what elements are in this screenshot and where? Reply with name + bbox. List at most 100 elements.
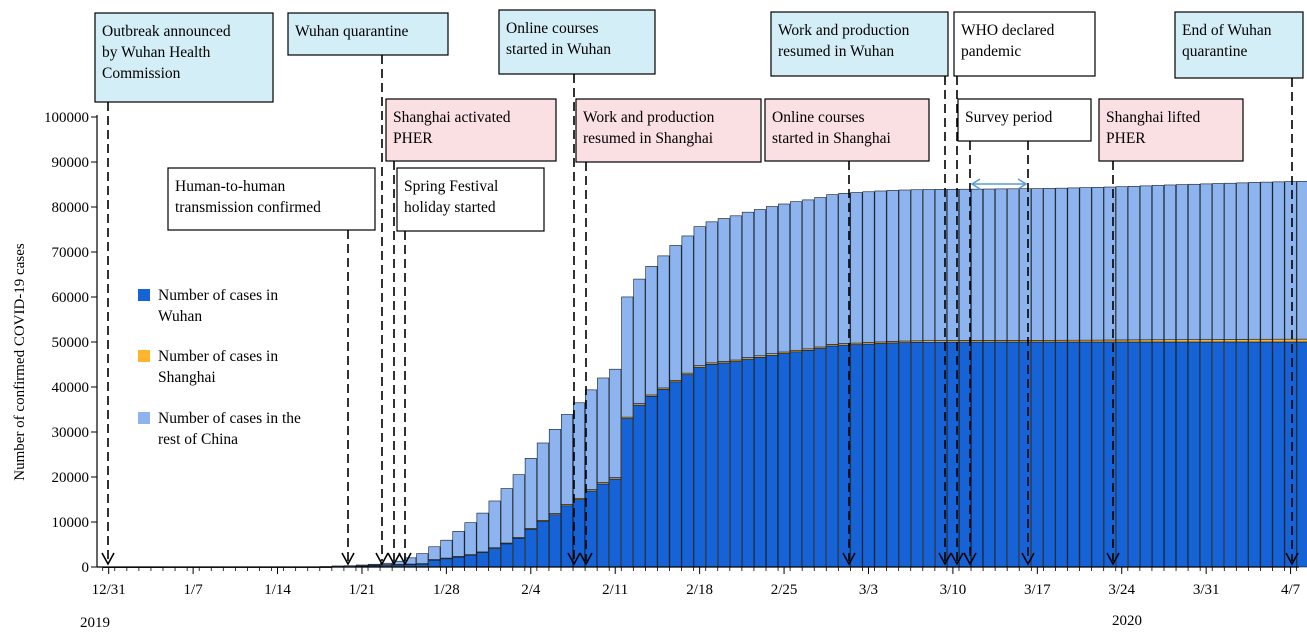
annotation-9: WHO declared pandemic: [950, 11, 1096, 566]
bar-shanghai: [1212, 339, 1225, 343]
bar-wuhan: [778, 353, 791, 568]
x-tick-label: 2/18: [686, 582, 713, 598]
bar-wuhan: [886, 342, 899, 568]
bar-shanghai: [1176, 339, 1189, 343]
annotation-7: Online courses started in Shanghai: [764, 98, 930, 566]
y-tick-label: 0: [82, 560, 90, 576]
bar-wuhan: [524, 529, 537, 568]
bar-wuhan: [1055, 341, 1068, 568]
bar-wuhan: [958, 341, 971, 568]
bar-rest: [1260, 181, 1273, 340]
bar-shanghai: [1248, 338, 1261, 343]
bar-wuhan: [898, 342, 911, 568]
bar-wuhan: [1212, 341, 1225, 568]
bar-wuhan: [476, 552, 489, 568]
bar-rest: [705, 221, 718, 364]
bar-wuhan: [440, 558, 453, 568]
bar-rest: [850, 192, 863, 344]
bar-rest: [464, 522, 477, 555]
x-tick-label: 4/7: [1281, 582, 1301, 598]
year-label-2020: 2020: [1112, 613, 1142, 629]
annotation-arrow-head: [398, 552, 412, 566]
legend-swatch: [138, 350, 150, 362]
bar-rest: [765, 206, 778, 354]
y-tick-label: 40000: [52, 380, 90, 396]
bar-rest: [1091, 187, 1104, 341]
bar-rest: [983, 188, 996, 341]
year-label-2019: 2019: [80, 615, 110, 631]
bar-rest: [524, 458, 537, 529]
bar-rest: [886, 190, 899, 342]
bar-wuhan: [1224, 341, 1237, 568]
legend-label: Number of cases in: [158, 287, 278, 304]
annotation-label: Human-to-human: [175, 178, 285, 195]
y-tick-label: 100000: [44, 110, 89, 126]
bar-wuhan: [1067, 341, 1080, 568]
bar-rest: [934, 189, 947, 341]
annotation-box: [770, 11, 949, 77]
legend-label: Shanghai: [158, 369, 216, 386]
bar-shanghai: [1236, 339, 1249, 343]
annotation-box: [498, 9, 656, 75]
annotation-label: Work and production: [778, 22, 910, 39]
bar-rest: [790, 201, 803, 351]
bar-rest: [1212, 183, 1225, 340]
bar-rest: [1284, 181, 1297, 340]
x-tick-label: 3/10: [940, 582, 967, 598]
bar-rest: [428, 546, 441, 560]
x-tick-label: 3/31: [1193, 582, 1220, 598]
x-tick-label: 1/14: [264, 582, 291, 598]
bar-wuhan: [548, 514, 561, 568]
bar-rest: [1248, 182, 1261, 340]
y-tick-label: 70000: [52, 245, 90, 261]
bar-rest: [560, 414, 573, 505]
annotation-label: by Wuhan Health: [102, 44, 211, 61]
bar-rest: [741, 211, 754, 358]
bar-shanghai: [1296, 338, 1307, 343]
annotation-box: [396, 167, 545, 232]
bar-wuhan: [753, 356, 766, 568]
annotation-3: Shanghai activated PHER: [385, 98, 557, 566]
annotation-2: Wuhan quarantine: [287, 12, 449, 566]
annotation-label: PHER: [1106, 130, 1146, 147]
survey-arrow-head: [1021, 552, 1035, 566]
legend-label: Number of cases in: [158, 348, 278, 365]
annotation-label: resumed in Shanghai: [583, 130, 714, 147]
survey-period-markers: [963, 141, 1035, 566]
bar-wuhan: [536, 521, 549, 568]
annotation-label: Commission: [102, 65, 181, 82]
bar-wuhan: [765, 354, 778, 568]
bar-rest: [669, 245, 682, 381]
bar-rest: [645, 266, 658, 396]
x-tick-label: 2/25: [771, 582, 798, 598]
bar-wuhan: [1260, 341, 1273, 568]
bar-rest: [1127, 185, 1140, 341]
legend-swatch: [138, 412, 150, 424]
bar-wuhan: [1115, 341, 1128, 568]
legend-item-0: Number of cases in Wuhan: [138, 287, 278, 325]
annotation-label: resumed in Wuhan: [778, 43, 894, 60]
bar-rest: [573, 402, 586, 499]
bar-shanghai: [1151, 339, 1164, 343]
bar-rest: [621, 296, 634, 418]
bar-wuhan: [850, 344, 863, 568]
annotation-5: Online courses started in Wuhan: [498, 9, 656, 566]
bar-wuhan: [971, 341, 984, 568]
bar-wuhan: [910, 342, 923, 568]
bar-shanghai: [1127, 339, 1140, 343]
bar-wuhan: [1236, 341, 1249, 568]
annotation-arrow-head: [950, 552, 964, 566]
bar-wuhan: [1248, 341, 1261, 568]
bar-wuhan: [717, 362, 730, 568]
annotation-label: End of Wuhan: [1182, 22, 1272, 39]
y-axis-title: Number of confirmed COVID-19 cases: [12, 243, 28, 481]
bar-wuhan: [1031, 341, 1044, 568]
bar-wuhan: [1091, 341, 1104, 568]
bar-rest: [416, 553, 429, 564]
annotation-label: WHO declared: [961, 22, 1055, 39]
annotation-arrow-head: [579, 552, 593, 566]
bar-rest: [1055, 187, 1068, 341]
bar-wuhan: [1151, 341, 1164, 568]
bar-wuhan: [464, 554, 477, 568]
bar-rest: [1115, 186, 1128, 341]
